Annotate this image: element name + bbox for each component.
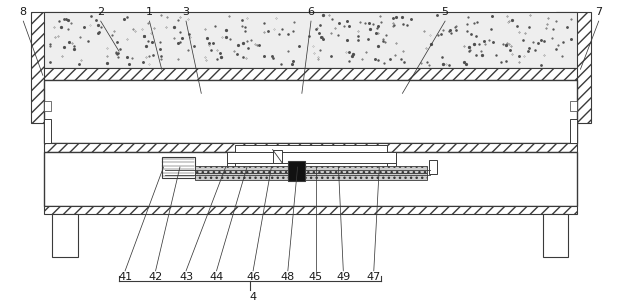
Bar bbox=[387, 152, 396, 172]
Text: 3: 3 bbox=[182, 7, 190, 17]
Bar bbox=[162, 157, 195, 178]
Bar bbox=[30, 12, 66, 123]
Bar bbox=[52, 214, 78, 257]
Bar bbox=[288, 161, 305, 181]
Bar bbox=[272, 150, 282, 163]
Bar bbox=[429, 161, 437, 174]
Text: 46: 46 bbox=[246, 272, 260, 282]
Text: 7: 7 bbox=[595, 7, 602, 17]
Bar bbox=[44, 101, 52, 111]
Bar bbox=[570, 119, 577, 143]
Bar bbox=[44, 119, 52, 143]
Bar bbox=[234, 146, 387, 152]
Bar bbox=[570, 101, 577, 111]
Text: 49: 49 bbox=[336, 272, 350, 282]
Bar bbox=[44, 68, 577, 80]
Text: 47: 47 bbox=[366, 272, 381, 282]
Text: 44: 44 bbox=[210, 272, 224, 282]
Bar bbox=[195, 173, 427, 180]
Text: 8: 8 bbox=[20, 7, 27, 17]
Bar bbox=[44, 143, 577, 152]
Bar bbox=[542, 214, 569, 257]
Text: 4: 4 bbox=[249, 292, 257, 302]
Bar bbox=[556, 12, 592, 123]
Bar bbox=[44, 206, 577, 214]
Text: 42: 42 bbox=[149, 272, 163, 282]
Bar bbox=[44, 12, 577, 68]
Text: 48: 48 bbox=[281, 272, 295, 282]
Text: 43: 43 bbox=[179, 272, 193, 282]
Bar bbox=[44, 152, 577, 206]
Text: 6: 6 bbox=[307, 7, 315, 17]
Bar bbox=[44, 80, 577, 143]
Bar bbox=[227, 152, 235, 172]
Bar bbox=[195, 166, 427, 173]
Bar bbox=[227, 152, 396, 163]
Text: 2: 2 bbox=[97, 7, 104, 17]
Text: 41: 41 bbox=[118, 272, 132, 282]
Text: 45: 45 bbox=[309, 272, 323, 282]
Text: 5: 5 bbox=[442, 7, 448, 17]
Text: 1: 1 bbox=[146, 7, 153, 17]
